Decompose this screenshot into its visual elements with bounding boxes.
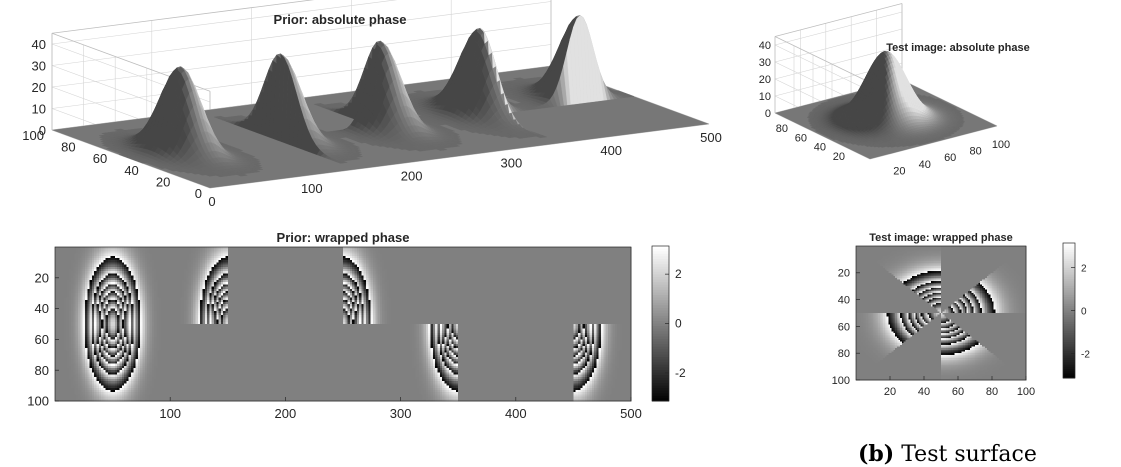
caption-text: Test surface: [901, 442, 1037, 467]
prior-absolute-surface-ztick: 0: [39, 123, 46, 138]
prior-absolute-surface-xtick: 200: [401, 168, 423, 183]
test-absolute-surface-xtick: 60: [944, 152, 956, 164]
caption-label: (b): [858, 441, 894, 467]
test-wrapped-heatmap-ytick: 100: [832, 375, 850, 387]
prior-absolute-surface-ztick: 20: [32, 80, 46, 95]
test-absolute-surface-xtick: 80: [969, 146, 981, 158]
test-wrapped-heatmap-ytick: 80: [838, 348, 850, 360]
test-wrapped-heatmap-cells: [856, 246, 1026, 380]
prior-absolute-surface-ytick: 80: [61, 140, 75, 155]
prior-wrapped-heatmap-ytick: 20: [35, 270, 49, 285]
test-absolute-surface-ztick: 20: [759, 74, 771, 86]
test-wrapped-heatmap-xtick: 40: [918, 386, 930, 398]
prior-absolute-surface-title: Prior: absolute phase: [274, 12, 407, 27]
test-wrapped-heatmap-colorbar-tick: -2: [1081, 349, 1090, 360]
test-absolute-surface-xtick: 100: [992, 139, 1010, 151]
prior-wrapped-heatmap-xtick: 400: [505, 406, 527, 421]
prior-wrapped-heatmap-ytick: 40: [35, 301, 49, 316]
test-wrapped-heatmap-title: Test image: wrapped phase: [869, 232, 1012, 244]
prior-absolute-surface-xtick: 300: [501, 156, 523, 171]
test-absolute-surface-xtick: 40: [919, 159, 931, 171]
prior-absolute-surface-ytick: 60: [93, 151, 107, 166]
prior-wrapped-heatmap-xtick: 300: [390, 406, 412, 421]
test-absolute-surface-ytick: 20: [833, 151, 845, 163]
test-absolute-surface-ztick: 0: [765, 108, 771, 120]
test-absolute-surface: 20 40 60 80 100 20 40 60 80 0 10 20 30 40 Test image: …: [759, 4, 1030, 178]
test-absolute-surface-ztick: 30: [759, 57, 771, 69]
prior-wrapped-heatmap-colorbar-tick: -2: [675, 366, 686, 380]
prior-wrapped-heatmap-title: Prior: wrapped phase: [277, 230, 410, 245]
test-absolute-surface-ytick: 80: [776, 123, 788, 135]
test-absolute-surface-ztick: 40: [759, 40, 771, 52]
prior-wrapped-heatmap-ytick: 60: [35, 332, 49, 347]
figure-caption: (b) Test surface: [858, 441, 1037, 467]
prior-absolute-surface-xtick: 100: [301, 181, 323, 196]
test-wrapped-heatmap-xtick: 100: [1017, 386, 1035, 398]
test-wrapped-heatmap-colorbar-tick: 2: [1081, 264, 1087, 275]
prior-wrapped-heatmap-cells: [55, 247, 631, 401]
test-wrapped-heatmap-ytick: 60: [838, 321, 850, 333]
test-wrapped-heatmap-xtick: 60: [952, 386, 964, 398]
prior-absolute-surface-ztick: 30: [32, 59, 46, 74]
prior-wrapped-heatmap-xtick: 200: [275, 406, 297, 421]
test-wrapped-heatmap-ytick: 20: [838, 268, 850, 280]
prior-absolute-surface-ytick: 40: [124, 163, 138, 178]
prior-absolute-surface: 0100200300400500020406080100010203040Pri…: [22, 0, 722, 209]
prior-wrapped-heatmap-colorbar: 2 0 -2: [652, 246, 686, 402]
prior-absolute-surface-ytick: 0: [195, 186, 202, 201]
prior-absolute-surface-xtick: 0: [208, 194, 215, 209]
prior-wrapped-heatmap-colorbar-tick: 2: [675, 267, 682, 281]
test-absolute-surface-ytick: 60: [795, 132, 807, 144]
test-wrapped-heatmap-xtick: 20: [884, 386, 896, 398]
test-absolute-surface-xtick: 20: [893, 165, 905, 177]
prior-absolute-surface-xtick: 500: [700, 130, 722, 145]
test-absolute-surface-title: Test image: absolute phase: [886, 42, 1029, 54]
test-wrapped-heatmap-colorbar-tick: 0: [1081, 307, 1087, 318]
prior-absolute-surface-xtick: 400: [600, 143, 622, 158]
prior-wrapped-heatmap-xtick: 100: [159, 406, 181, 421]
prior-absolute-surface-ytick: 20: [156, 174, 170, 189]
prior-wrapped-heatmap-ytick: 80: [35, 363, 49, 378]
prior-wrapped-heatmap-xtick: 500: [620, 406, 642, 421]
prior-wrapped-heatmap-ytick: 100: [27, 394, 49, 409]
test-absolute-surface-ytick: 40: [814, 142, 826, 154]
test-wrapped-heatmap-ytick: 40: [838, 294, 850, 306]
test-absolute-surface-ztick: 10: [759, 91, 771, 103]
prior-absolute-surface-ztick: 40: [32, 37, 46, 52]
test-wrapped-heatmap-xtick: 80: [986, 386, 998, 398]
prior-absolute-surface-ztick: 10: [32, 102, 46, 117]
test-wrapped-heatmap-colorbar: 2 0 -2: [1063, 243, 1090, 379]
prior-wrapped-heatmap-colorbar-tick: 0: [675, 317, 682, 331]
